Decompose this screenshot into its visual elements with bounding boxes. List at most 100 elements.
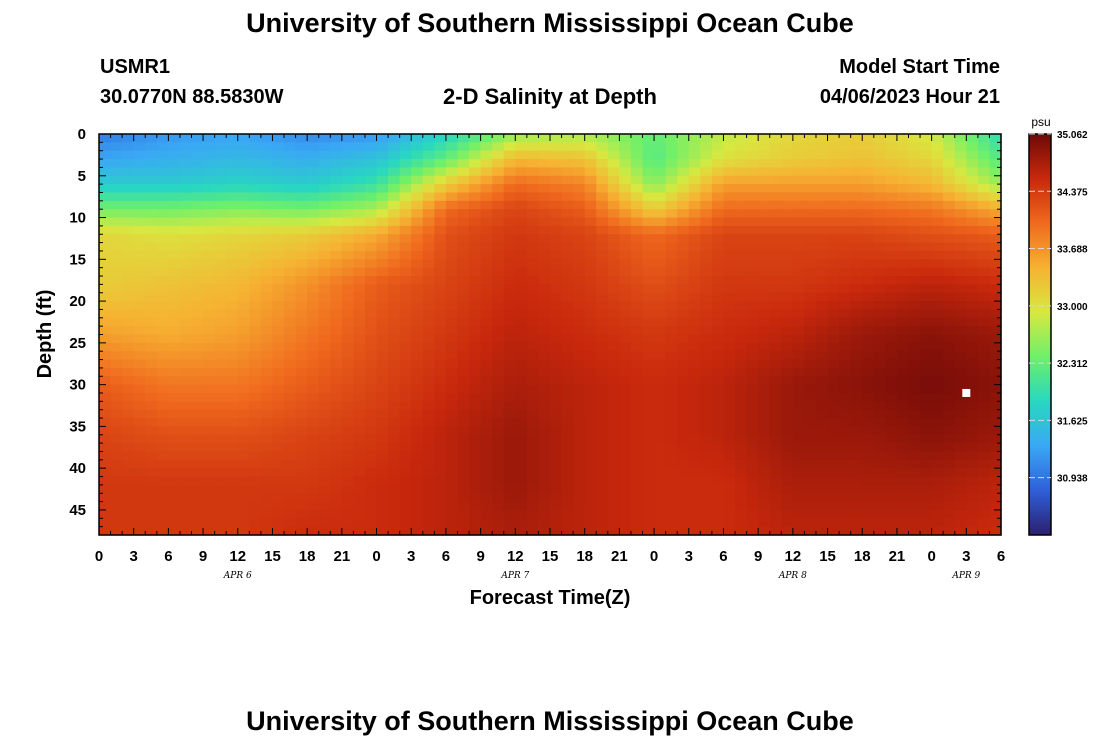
heatmap-cell <box>399 309 412 319</box>
heatmap-cell <box>399 184 412 194</box>
heatmap-cell <box>908 284 921 294</box>
heatmap-cell <box>515 317 528 327</box>
heatmap-cell <box>700 142 713 152</box>
heatmap-cell <box>168 192 181 202</box>
heatmap-cell <box>203 392 216 402</box>
heatmap-cell <box>492 276 505 285</box>
heatmap-cell <box>526 367 540 377</box>
heatmap-cell <box>885 134 898 143</box>
heatmap-cell <box>307 134 320 143</box>
heatmap-cell <box>249 225 262 235</box>
heatmap-cell <box>353 509 366 519</box>
x-tick-label: 9 <box>754 548 762 565</box>
heatmap-cell <box>550 351 563 361</box>
heatmap-cell <box>179 200 193 210</box>
heatmap-cell <box>191 384 204 394</box>
heatmap-cell <box>191 401 204 411</box>
heatmap-cell <box>203 493 216 503</box>
heatmap-cell <box>122 401 135 411</box>
heatmap-cell <box>850 451 863 461</box>
heatmap-cell <box>920 167 933 177</box>
heatmap-cell <box>110 434 123 444</box>
heatmap-cell <box>815 234 829 244</box>
heatmap-cell <box>503 284 516 294</box>
heatmap-cell <box>295 217 308 227</box>
heatmap-cell <box>411 292 424 302</box>
heatmap-cell <box>538 142 551 152</box>
heatmap-cell <box>677 184 690 194</box>
heatmap-cell <box>769 209 782 219</box>
heatmap-cell <box>353 200 366 210</box>
heatmap-cell <box>665 192 678 202</box>
heatmap-cell <box>226 401 239 411</box>
heatmap-cell <box>376 459 389 469</box>
heatmap-cell <box>758 401 771 411</box>
heatmap-cell <box>654 359 667 369</box>
heatmap-cell <box>896 334 910 344</box>
heatmap-cell <box>249 351 262 361</box>
heatmap-cell <box>746 342 759 352</box>
heatmap-cell <box>688 184 701 194</box>
heatmap-cell <box>353 242 366 252</box>
heatmap-cell <box>457 367 470 377</box>
heatmap-cell <box>99 225 112 235</box>
heatmap-cell <box>954 384 967 394</box>
heatmap-cell <box>966 384 979 394</box>
heatmap-cell <box>688 459 701 469</box>
heatmap-cell <box>977 484 991 494</box>
heatmap-cell <box>550 175 563 185</box>
x-tick-label: 9 <box>199 548 207 565</box>
heatmap-cell <box>249 401 262 411</box>
heatmap-cell <box>908 518 921 528</box>
heatmap-cell <box>445 367 459 377</box>
heatmap-cell <box>284 434 297 444</box>
heatmap-cell <box>399 451 412 461</box>
heatmap-cell <box>839 209 852 219</box>
heatmap-cell <box>746 259 759 269</box>
heatmap-cell <box>920 301 933 311</box>
heatmap-cell <box>307 459 320 469</box>
heatmap-cell <box>885 443 898 453</box>
heatmap-cell <box>550 367 563 377</box>
heatmap-cell <box>723 242 736 252</box>
heatmap-cell <box>260 468 274 478</box>
heatmap-cell <box>700 468 713 478</box>
heatmap-cell <box>411 376 424 386</box>
heatmap-cell <box>214 301 227 311</box>
heatmap-cell <box>966 284 979 294</box>
heatmap-cell <box>769 434 782 444</box>
heatmap-cell <box>191 409 204 419</box>
heatmap-cell <box>260 418 274 427</box>
heatmap-cell <box>122 217 135 227</box>
heatmap-cell <box>341 451 355 461</box>
heatmap-cell <box>862 267 875 277</box>
heatmap-cell <box>873 167 886 177</box>
heatmap-cell <box>284 192 297 202</box>
heatmap-cell <box>480 150 493 160</box>
heatmap-cell <box>711 301 725 311</box>
heatmap-cell <box>723 301 736 311</box>
heatmap-cell <box>445 359 459 369</box>
heatmap-cell <box>746 384 759 394</box>
heatmap-cell <box>630 367 644 377</box>
heatmap-cell <box>376 376 389 386</box>
heatmap-cell <box>723 484 736 494</box>
heatmap-cell <box>422 301 435 311</box>
heatmap-cell <box>168 242 181 252</box>
heatmap-cell <box>573 451 586 461</box>
heatmap-cell <box>469 518 482 528</box>
heatmap-cell <box>156 167 169 177</box>
heatmap-cell <box>700 351 713 361</box>
heatmap-cell <box>156 334 169 344</box>
heatmap-cell <box>538 434 551 444</box>
heatmap-cell <box>492 301 505 311</box>
heatmap-cell <box>827 259 840 269</box>
heatmap-cell <box>434 351 447 361</box>
heatmap-cell <box>654 409 667 419</box>
heatmap-cell <box>168 459 181 469</box>
heatmap-cell <box>642 200 655 210</box>
heatmap-cell <box>457 434 470 444</box>
heatmap-cell <box>203 484 216 494</box>
heatmap-cell <box>954 242 967 252</box>
heatmap-cell <box>735 359 748 369</box>
